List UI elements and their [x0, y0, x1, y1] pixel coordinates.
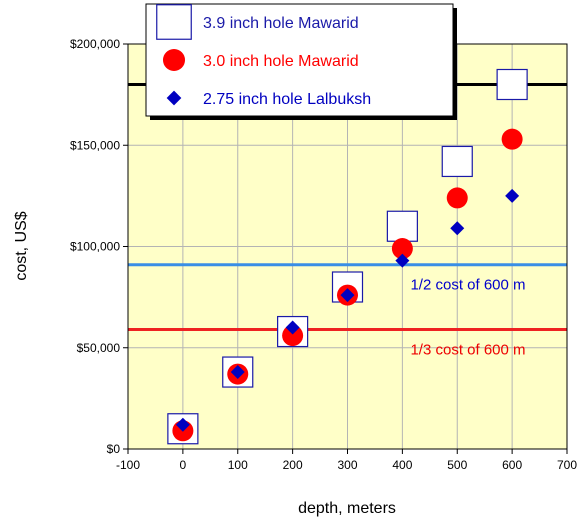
data-marks	[167, 68, 528, 445]
data-point	[450, 221, 465, 236]
data-point	[340, 288, 355, 303]
legend-label: 2.75 inch hole Lalbuksh	[203, 91, 371, 108]
legend-box	[145, 3, 454, 117]
data-point	[505, 188, 520, 203]
legend-label: 3.0 inch hole Mawarid	[203, 53, 359, 70]
y-tick-label: $200,000	[70, 37, 120, 51]
data-point	[501, 128, 523, 150]
y-tick-label: $100,000	[70, 240, 120, 254]
y-tick-label: $150,000	[70, 138, 120, 152]
x-tick-label: -100	[116, 458, 140, 472]
x-tick-label: 500	[447, 458, 467, 472]
x-tick-label: 700	[557, 458, 577, 472]
data-point	[395, 253, 410, 268]
data-point	[285, 320, 300, 335]
series-filled-diamond	[175, 188, 520, 432]
y-axis-label: cost, US$	[13, 211, 30, 280]
legend-label: 3.9 inch hole Mawarid	[203, 15, 359, 32]
data-point	[391, 238, 413, 260]
x-tick-label: 400	[392, 458, 412, 472]
reference-line-label: 1/2 cost of 600 m	[410, 277, 525, 294]
data-point	[496, 68, 528, 101]
data-point	[446, 187, 468, 209]
data-point	[175, 417, 190, 432]
legend: 3.9 inch hole Mawarid 3.0 inch hole Mawar…	[145, 3, 457, 120]
x-tick-label: 200	[283, 458, 303, 472]
x-tick-label: 300	[337, 458, 357, 472]
x-tick-label: 0	[180, 458, 187, 472]
data-point	[441, 145, 473, 178]
x-tick-label: 600	[502, 458, 522, 472]
data-point	[230, 365, 245, 380]
tick-labels: -100 0 100 200 300 400 500 600 700 $0 $50,000 $100,…	[70, 37, 577, 472]
legend-marker-open-square	[156, 4, 192, 40]
data-point	[386, 210, 418, 242]
y-tick-label: $50,000	[77, 341, 121, 355]
legend-marker-filled-circle	[162, 48, 186, 72]
data-point	[282, 325, 304, 347]
reference-line-label: 1/3 cost of 600 m	[410, 342, 525, 359]
x-tick-label: 100	[228, 458, 248, 472]
legend-marker-filled-diamond	[166, 90, 182, 106]
y-tick-label: $0	[107, 442, 121, 456]
x-axis-label: depth, meters	[298, 500, 396, 517]
